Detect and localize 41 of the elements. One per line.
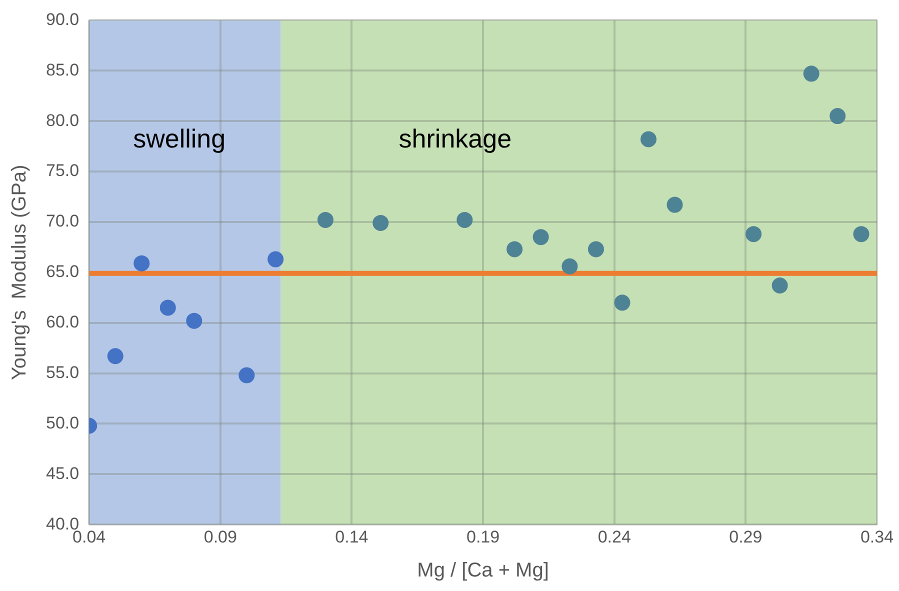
x-tick-label: 0.24 (598, 527, 631, 546)
x-tick-label: 0.14 (335, 527, 368, 546)
y-tick-label: 45.0 (46, 464, 80, 483)
point (238, 367, 255, 384)
point (456, 212, 473, 228)
point (186, 312, 202, 329)
y-tick-label: 50.0 (46, 413, 80, 432)
x-tick-label: 0.09 (204, 527, 237, 546)
point (562, 258, 578, 274)
x-axis-title: Mg / [Ca + Mg] (417, 560, 549, 582)
point (640, 131, 657, 148)
point (614, 294, 630, 311)
point (506, 241, 523, 258)
point (160, 300, 176, 316)
y-tick-label: 80.0 (46, 110, 80, 130)
band-label: shrinkage (398, 123, 512, 154)
y-tick-label: 90.0 (46, 10, 80, 29)
point (532, 229, 549, 246)
point (746, 226, 762, 242)
y-tick-label: 60.0 (46, 312, 80, 332)
point (268, 251, 284, 268)
y-tick-label: 65.0 (46, 262, 80, 282)
point (107, 348, 124, 364)
y-tick-label: 70.0 (46, 212, 80, 231)
y-tick-label: 85.0 (46, 60, 80, 80)
point (317, 212, 334, 228)
y-axis-title: Young's Modulus (GPa) (8, 164, 31, 380)
point (772, 278, 788, 294)
point (666, 196, 683, 213)
point (588, 241, 604, 258)
point (372, 214, 389, 231)
point (853, 226, 870, 242)
point (803, 66, 820, 82)
y-tick-label: 55.0 (46, 362, 80, 382)
band-label: swelling (133, 123, 226, 154)
x-tick-label: 0.29 (729, 527, 762, 546)
point (830, 108, 846, 124)
x-tick-label: 0.19 (466, 527, 500, 546)
y-tick-label: 75.0 (46, 161, 80, 180)
point (134, 255, 150, 272)
x-tick-label: 0.34 (860, 527, 894, 546)
